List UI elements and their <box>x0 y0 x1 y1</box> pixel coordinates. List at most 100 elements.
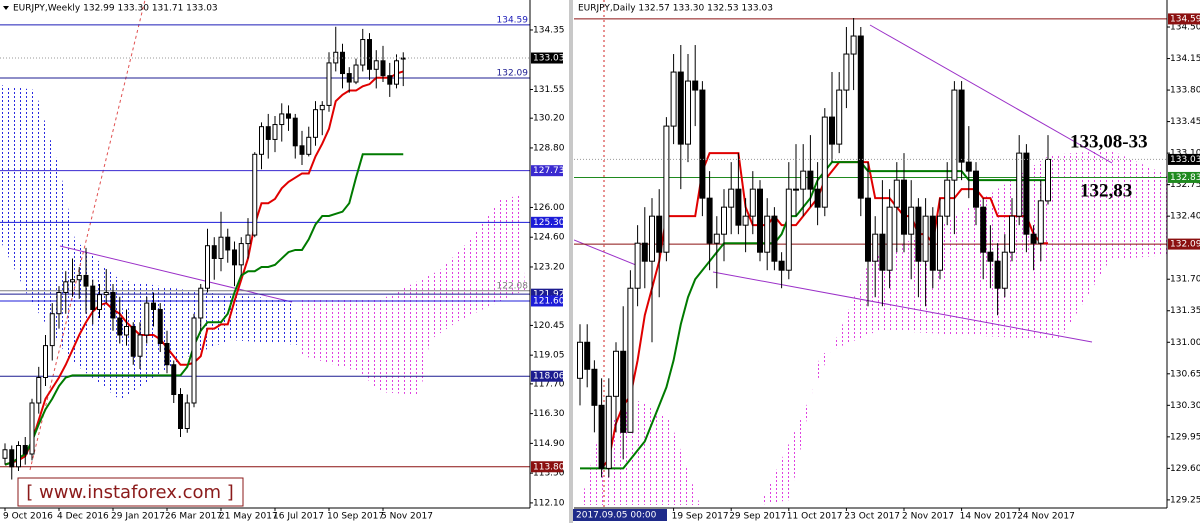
level-label: 134.59 <box>1170 14 1200 24</box>
candle-body <box>620 350 627 433</box>
y-tick-label: 119.05 <box>533 351 565 361</box>
candle-body <box>778 260 785 271</box>
candle-body <box>699 89 706 199</box>
candle-body <box>63 281 69 293</box>
candle-body <box>994 260 1001 289</box>
watermark-box <box>17 477 244 507</box>
y-tick-label: 129.60 <box>1170 464 1200 474</box>
x-tick-label: 4 Dec 2016 <box>57 512 109 522</box>
candle-body <box>380 60 386 77</box>
candle-body <box>178 393 183 430</box>
x-tick-label: 10 Sep 2017 <box>327 512 384 522</box>
candle-body <box>252 153 258 236</box>
candle-body <box>757 188 763 253</box>
weekly-plot <box>0 24 530 480</box>
candle-body <box>117 317 123 336</box>
y-tick-label: 132.75 <box>1170 180 1200 190</box>
candle-body <box>279 113 285 126</box>
crosshair-label: 2017.09.05 00:00 <box>576 511 657 521</box>
level-label: 132.09 <box>1170 240 1200 250</box>
y-tick-label: 123.20 <box>533 262 565 272</box>
x-tick-label: 11 Oct 2017 <box>787 512 843 522</box>
candle-body <box>865 197 871 262</box>
candle-body <box>958 89 965 163</box>
candle-body <box>43 345 48 378</box>
candle-body <box>836 89 843 145</box>
candle-body <box>1045 158 1051 202</box>
y-tick-label: 134.50 <box>1170 23 1200 33</box>
level-tag <box>531 288 563 300</box>
trend-line <box>59 245 293 303</box>
candle-body <box>164 342 170 366</box>
candle-body <box>346 73 352 83</box>
candle-body <box>265 126 271 140</box>
level-tag <box>531 295 563 307</box>
candle-body <box>83 274 89 287</box>
x-tick-label: 23 Oct 2017 <box>844 512 900 522</box>
candle-body <box>232 249 237 266</box>
candle-body <box>829 116 835 145</box>
candle-body <box>16 445 21 468</box>
y-tick-label: 134.35 <box>533 25 565 35</box>
cloud <box>0 85 300 400</box>
y-tick-label: 113.50 <box>533 469 565 479</box>
level-label: 121.92 <box>533 290 565 300</box>
candle-body <box>326 62 332 106</box>
y-tick-label: 133.10 <box>1170 149 1200 159</box>
candle-body <box>613 350 619 397</box>
candle-body <box>915 206 922 262</box>
candle-body <box>90 285 96 310</box>
y-tick-label: 124.60 <box>533 233 565 243</box>
trend-line <box>869 24 1113 164</box>
candle-body <box>843 53 850 91</box>
level-label: 132.83 <box>1170 173 1200 183</box>
y-tick-label: 128.80 <box>533 143 565 153</box>
candle-body <box>670 71 677 127</box>
level-tag <box>531 216 563 228</box>
indicator-line <box>4 70 404 466</box>
x-tick-label: 2 Nov 2017 <box>902 512 954 522</box>
candle-body <box>591 368 598 406</box>
candle-body <box>922 215 929 262</box>
candle-body <box>36 376 42 404</box>
candle-body <box>9 449 15 468</box>
level-label: 125.30 <box>533 218 565 228</box>
candle-body <box>238 243 244 266</box>
candle-body <box>299 145 305 155</box>
candle-body <box>157 308 163 344</box>
candle-body <box>677 71 684 145</box>
candle-body <box>130 325 136 357</box>
candle-body <box>373 60 379 70</box>
candle-body <box>980 206 987 253</box>
candle-body <box>821 116 828 208</box>
candle-body <box>1037 200 1044 244</box>
y-tick-label: 130.30 <box>1170 401 1200 411</box>
price-tag <box>1168 153 1200 165</box>
x-tick-label: 16 Jul 2017 <box>273 512 324 522</box>
level-tag <box>1168 13 1200 25</box>
menu-icon[interactable] <box>3 6 9 10</box>
candle-body <box>76 274 82 281</box>
y-tick-label: 129.95 <box>1170 432 1200 442</box>
candle-body <box>259 126 264 155</box>
trend-line <box>712 271 1093 343</box>
candle-body <box>771 215 778 262</box>
price-tag <box>531 52 563 64</box>
y-tick-label: 131.70 <box>1170 275 1200 285</box>
y-tick-label: 129.25 <box>1170 495 1200 505</box>
candle-body <box>124 325 129 336</box>
candle-body <box>893 179 900 208</box>
y-tick-label: 131.00 <box>1170 338 1200 348</box>
candle-body <box>394 60 399 85</box>
candle-body <box>929 215 936 271</box>
level-label: 121.60 <box>533 296 565 306</box>
candle-body <box>1009 215 1015 253</box>
x-tick-label: 26 Mar 2017 <box>165 512 222 522</box>
y-tick-label: 132.40 <box>1170 212 1200 222</box>
candle-body <box>367 39 372 70</box>
candle-body <box>333 51 339 64</box>
candle-body <box>340 51 345 75</box>
y-tick-label: 117.70 <box>533 379 565 389</box>
x-tick-label: 29 Sep 2017 <box>729 512 786 522</box>
